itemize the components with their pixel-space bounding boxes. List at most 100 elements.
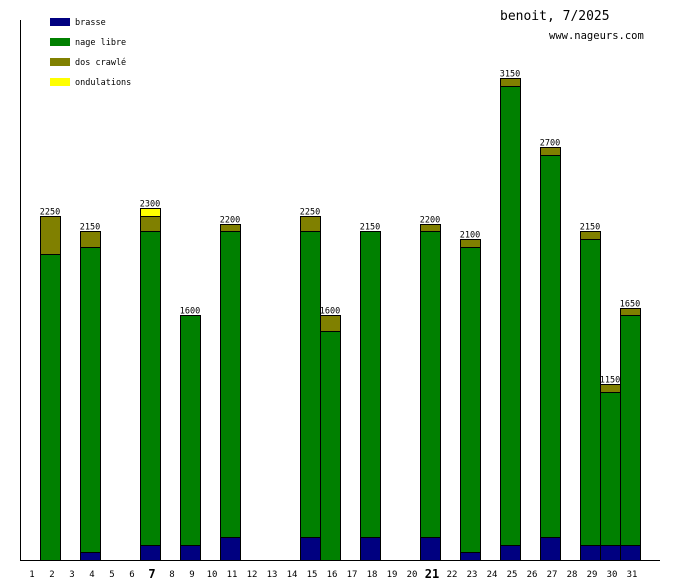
bar-segment-dos-crawlé [420, 224, 441, 232]
bar-total-label: 1650 [620, 300, 640, 310]
bar-segment-dos-crawlé [580, 231, 601, 240]
bar-total-label: 2200 [420, 216, 440, 226]
bar-total-label: 2200 [220, 216, 240, 226]
x-tick-label: 20 [407, 570, 418, 580]
legend-label-3: ondulations [75, 78, 131, 88]
x-tick-label: 18 [367, 570, 378, 580]
x-tick-label: 28 [567, 570, 578, 580]
bar-segment-ondulations [140, 208, 161, 217]
bar-segment-nage-libre [40, 254, 61, 561]
legend-label-1: nage libre [75, 38, 126, 48]
x-tick-label: 1 [29, 570, 34, 580]
x-tick-label: 23 [467, 570, 478, 580]
legend-swatch-3 [50, 78, 70, 86]
x-tick-label: 4 [89, 570, 94, 580]
bar-total-label: 2250 [300, 208, 320, 218]
x-tick-label: 13 [267, 570, 278, 580]
chart-title: benoit, 7/2025 [500, 9, 610, 24]
bar-segment-dos-crawlé [540, 147, 561, 156]
bar-segment-dos-crawlé [620, 308, 641, 316]
x-tick-label: 6 [129, 570, 134, 580]
bar-total-label: 2700 [540, 139, 560, 149]
x-tick-label: 11 [227, 570, 238, 580]
x-tick-label: 17 [347, 570, 358, 580]
x-tick-label: 26 [527, 570, 538, 580]
x-tick-label: 29 [587, 570, 598, 580]
bar-segment-brasse [620, 545, 641, 561]
bar-total-label: 2300 [140, 200, 160, 210]
bar-segment-brasse [180, 545, 201, 561]
bar-segment-nage-libre [580, 239, 601, 546]
x-tick-label: 31 [627, 570, 638, 580]
x-tick-label: 8 [169, 570, 174, 580]
bar-segment-nage-libre [600, 392, 621, 546]
legend-swatch-0 [50, 18, 70, 26]
bar-segment-nage-libre [220, 231, 241, 538]
legend-swatch-2 [50, 58, 70, 66]
bar-segment-dos-crawlé [40, 216, 61, 255]
bar-segment-nage-libre [620, 315, 641, 546]
bar-segment-brasse [540, 537, 561, 561]
x-tick-label: 3 [69, 570, 74, 580]
bar-segment-dos-crawlé [300, 216, 321, 232]
bar-segment-brasse [460, 552, 481, 561]
x-tick-label: 5 [109, 570, 114, 580]
bar-segment-nage-libre [460, 247, 481, 553]
x-tick-label: 10 [207, 570, 218, 580]
x-tick-label: 24 [487, 570, 498, 580]
bar-segment-dos-crawlé [80, 231, 101, 248]
bar-total-label: 1600 [320, 307, 340, 317]
bar-segment-brasse [360, 537, 381, 561]
bar-segment-nage-libre [140, 231, 161, 546]
bar-segment-brasse [220, 537, 241, 561]
bar-total-label: 3150 [500, 70, 520, 80]
bar-segment-brasse [80, 552, 101, 561]
bar-segment-brasse [300, 537, 321, 561]
legend-label-2: dos crawlé [75, 57, 126, 68]
bar-total-label: 2150 [580, 223, 600, 233]
x-tick-label: 19 [387, 570, 398, 580]
x-tick-label: 16 [327, 570, 338, 580]
bar-total-label: 1150 [600, 376, 620, 386]
bar-segment-brasse [420, 537, 441, 561]
bar-segment-dos-crawlé [140, 216, 161, 232]
x-tick-label: 25 [507, 570, 518, 580]
bar-total-label: 2250 [40, 208, 60, 218]
bar-segment-nage-libre [80, 247, 101, 553]
legend-swatch-1 [50, 38, 70, 46]
x-tick-label: 15 [307, 570, 318, 580]
bar-segment-dos-crawlé [220, 224, 241, 232]
bar-segment-dos-crawlé [500, 78, 521, 87]
bar-segment-nage-libre [360, 231, 381, 538]
bar-segment-nage-libre [420, 231, 441, 538]
bar-segment-dos-crawlé [600, 384, 621, 393]
chart-subtitle: www.nageurs.com [549, 30, 644, 42]
legend-label-0: brasse [75, 18, 106, 28]
bar-total-label: 2150 [360, 223, 380, 233]
x-tick-label: 9 [189, 570, 194, 580]
bar-total-label: 2100 [460, 231, 480, 241]
bar-segment-brasse [580, 545, 601, 561]
x-tick-label: 21 [425, 567, 439, 580]
bar-segment-brasse [140, 545, 161, 561]
bar-segment-nage-libre [540, 155, 561, 538]
bar-segment-nage-libre [320, 331, 341, 561]
bar-segment-nage-libre [180, 315, 201, 546]
x-tick-label: 7 [148, 567, 155, 580]
x-tick-label: 30 [607, 570, 618, 580]
x-tick-label: 14 [287, 570, 298, 580]
bar-segment-brasse [600, 545, 621, 561]
bar-segment-dos-crawlé [320, 315, 341, 332]
x-tick-label: 12 [247, 570, 258, 580]
x-tick-label: 22 [447, 570, 458, 580]
x-tick-label: 27 [547, 570, 558, 580]
bar-total-label: 2150 [80, 223, 100, 233]
bar-segment-dos-crawlé [460, 239, 481, 248]
bar-segment-nage-libre [300, 231, 321, 538]
x-tick-label: 2 [49, 570, 54, 580]
bar-total-label: 1600 [180, 307, 200, 317]
bar-segment-brasse [500, 545, 521, 561]
bar-segment-nage-libre [500, 86, 521, 546]
